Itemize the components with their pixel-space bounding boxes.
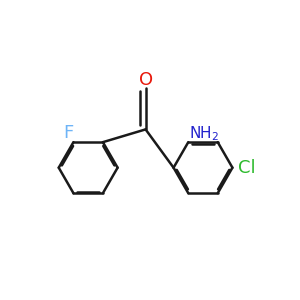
Text: O: O	[139, 71, 153, 89]
Text: F: F	[63, 124, 74, 142]
Text: NH$_2$: NH$_2$	[189, 124, 219, 143]
Text: Cl: Cl	[238, 159, 256, 177]
